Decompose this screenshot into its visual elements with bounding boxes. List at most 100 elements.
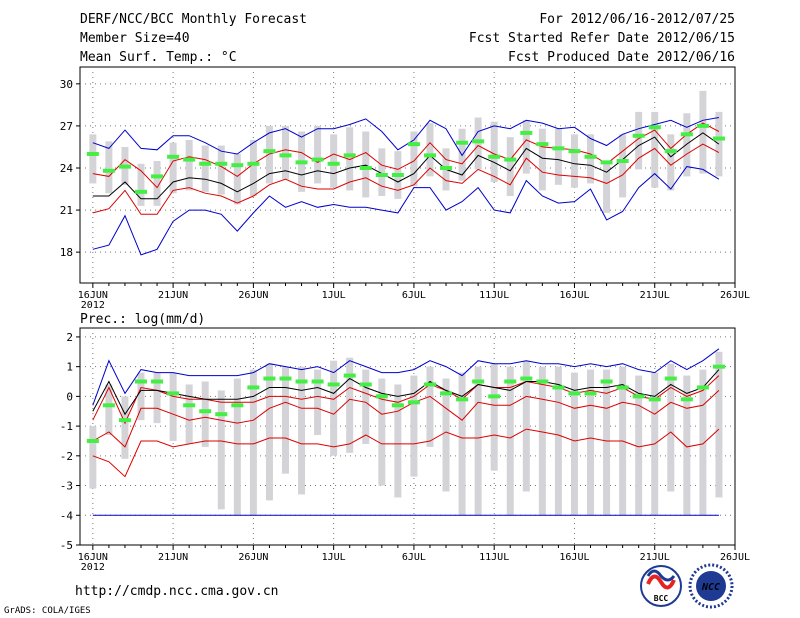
- temp-range-box-10: [249, 139, 257, 197]
- temp-range-box-36: [667, 134, 675, 191]
- prec-range-box-8: [217, 390, 225, 510]
- prec-median-5: [167, 391, 180, 396]
- prec-xtick-label-7: 21JUL: [640, 552, 670, 563]
- prec-range-box-15: [330, 360, 338, 456]
- forecast-period-label: For 2012/06/16-2012/07/25: [539, 12, 735, 27]
- prec-range-box-9: [233, 378, 241, 516]
- prec-xtick-label-3: 1JUL: [322, 552, 346, 563]
- temp-ytick-label-2: 24: [60, 162, 74, 175]
- prec-median-21: [423, 382, 436, 387]
- prec-median-2: [118, 418, 131, 423]
- temp-range-box-1: [105, 141, 113, 194]
- prec-median-15: [327, 382, 340, 387]
- prec-xtick-label-0: 16JUN: [78, 552, 108, 563]
- temp-series-mean: [92, 132, 720, 200]
- temp-median-14: [311, 157, 324, 162]
- temp-range-box-6: [185, 139, 193, 191]
- prec-range-box-21: [426, 366, 434, 447]
- temp-median-28: [536, 142, 549, 147]
- prec-range-box-7: [201, 381, 209, 447]
- prec-range-box-2: [121, 396, 129, 459]
- prec-year-label: 2012: [81, 562, 105, 573]
- prec-median-32: [600, 379, 613, 384]
- prec-xtick-label-4: 6JUL: [402, 552, 426, 563]
- prec-median-12: [279, 376, 292, 381]
- prec-median-30: [568, 391, 581, 396]
- source-url[interactable]: http://cmdp.ncc.cma.gov.cn: [75, 584, 279, 599]
- prec-median-1: [102, 403, 115, 408]
- prec-series-lower: [92, 390, 720, 448]
- prec-xtick-label-8: 26JUL: [720, 552, 750, 563]
- temp-xtick-label-8: 26JUL: [720, 290, 750, 301]
- temp-median-3: [135, 189, 148, 194]
- prec-range-box-39: [715, 351, 723, 498]
- temp-range-box-18: [378, 148, 386, 197]
- prec-range-box-3: [137, 372, 145, 421]
- temp-median-25: [488, 154, 501, 159]
- temp-median-1: [102, 168, 115, 173]
- prec-median-39: [712, 364, 725, 369]
- temp-xtick-label-6: 16JUL: [559, 290, 589, 301]
- temp-median-15: [327, 161, 340, 166]
- prec-range-box-37: [683, 375, 691, 516]
- temp-median-33: [616, 158, 629, 163]
- prec-ytick-label-7: 2: [66, 331, 73, 344]
- prec-range-box-1: [105, 384, 113, 436]
- prec-range-box-16: [346, 357, 354, 453]
- ncc-logo-globe: [696, 571, 726, 601]
- bcc-logo-wave-red: [646, 574, 676, 590]
- prec-median-36: [664, 376, 677, 381]
- prec-xtick-label-1: 21JUN: [158, 552, 188, 563]
- prec-median-17: [359, 382, 372, 387]
- prec-median-10: [247, 385, 260, 390]
- temp-range-box-30: [570, 134, 578, 188]
- temp-range-box-7: [201, 145, 209, 192]
- temp-series-min: [92, 166, 720, 256]
- temp-xtick-label-4: 6JUL: [402, 290, 426, 301]
- temp-median-4: [151, 174, 164, 179]
- temp-median-11: [263, 149, 276, 154]
- prec-ytick-label-5: 0: [66, 390, 73, 403]
- prec-median-20: [407, 400, 420, 405]
- prec-range-box-28: [538, 366, 546, 516]
- temp-median-23: [456, 140, 469, 145]
- temp-median-21: [423, 153, 436, 158]
- prec-median-18: [375, 394, 388, 399]
- temp-median-36: [664, 149, 677, 154]
- prec-median-0: [86, 438, 99, 443]
- prec-median-8: [215, 412, 228, 417]
- prec-median-22: [440, 391, 453, 396]
- prec-xtick-label-2: 26JUN: [238, 552, 268, 563]
- temp-median-5: [167, 154, 180, 159]
- temp-median-18: [375, 173, 388, 177]
- prec-range-box-24: [474, 366, 482, 516]
- temp-median-24: [472, 139, 485, 144]
- temp-range-box-34: [635, 111, 643, 170]
- prec-median-11: [263, 376, 276, 381]
- prec-ytick-label-6: 1: [66, 361, 73, 374]
- grads-credit: GrADS: COLA/IGES: [4, 606, 91, 616]
- prec-range-box-34: [635, 375, 643, 516]
- temp-range-box-9: [233, 153, 241, 205]
- prec-median-6: [183, 403, 196, 408]
- temp-median-29: [552, 146, 565, 151]
- temp-ytick-label-4: 30: [60, 78, 73, 91]
- prec-range-box-13: [298, 366, 306, 495]
- temp-median-32: [600, 160, 613, 165]
- temp-range-box-37: [683, 113, 691, 177]
- temp-median-39: [712, 136, 725, 141]
- prec-range-box-12: [281, 366, 289, 474]
- prec-ytick-label-0: -5: [60, 539, 73, 552]
- prec-xtick-label-5: 11JUL: [479, 552, 509, 563]
- prec-series-mean: [92, 369, 720, 416]
- prec-range-box-11: [265, 363, 273, 501]
- prec-range-box-32: [603, 369, 611, 516]
- bcc-logo: BCC: [640, 565, 682, 607]
- temp-range-box-25: [490, 121, 498, 183]
- temp-median-35: [648, 125, 661, 130]
- prec-range-box-27: [522, 360, 530, 492]
- prec-range-box-10: [249, 369, 257, 516]
- prec-range-box-14: [314, 369, 322, 436]
- temp-range-box-12: [281, 125, 289, 180]
- temp-median-19: [391, 173, 404, 177]
